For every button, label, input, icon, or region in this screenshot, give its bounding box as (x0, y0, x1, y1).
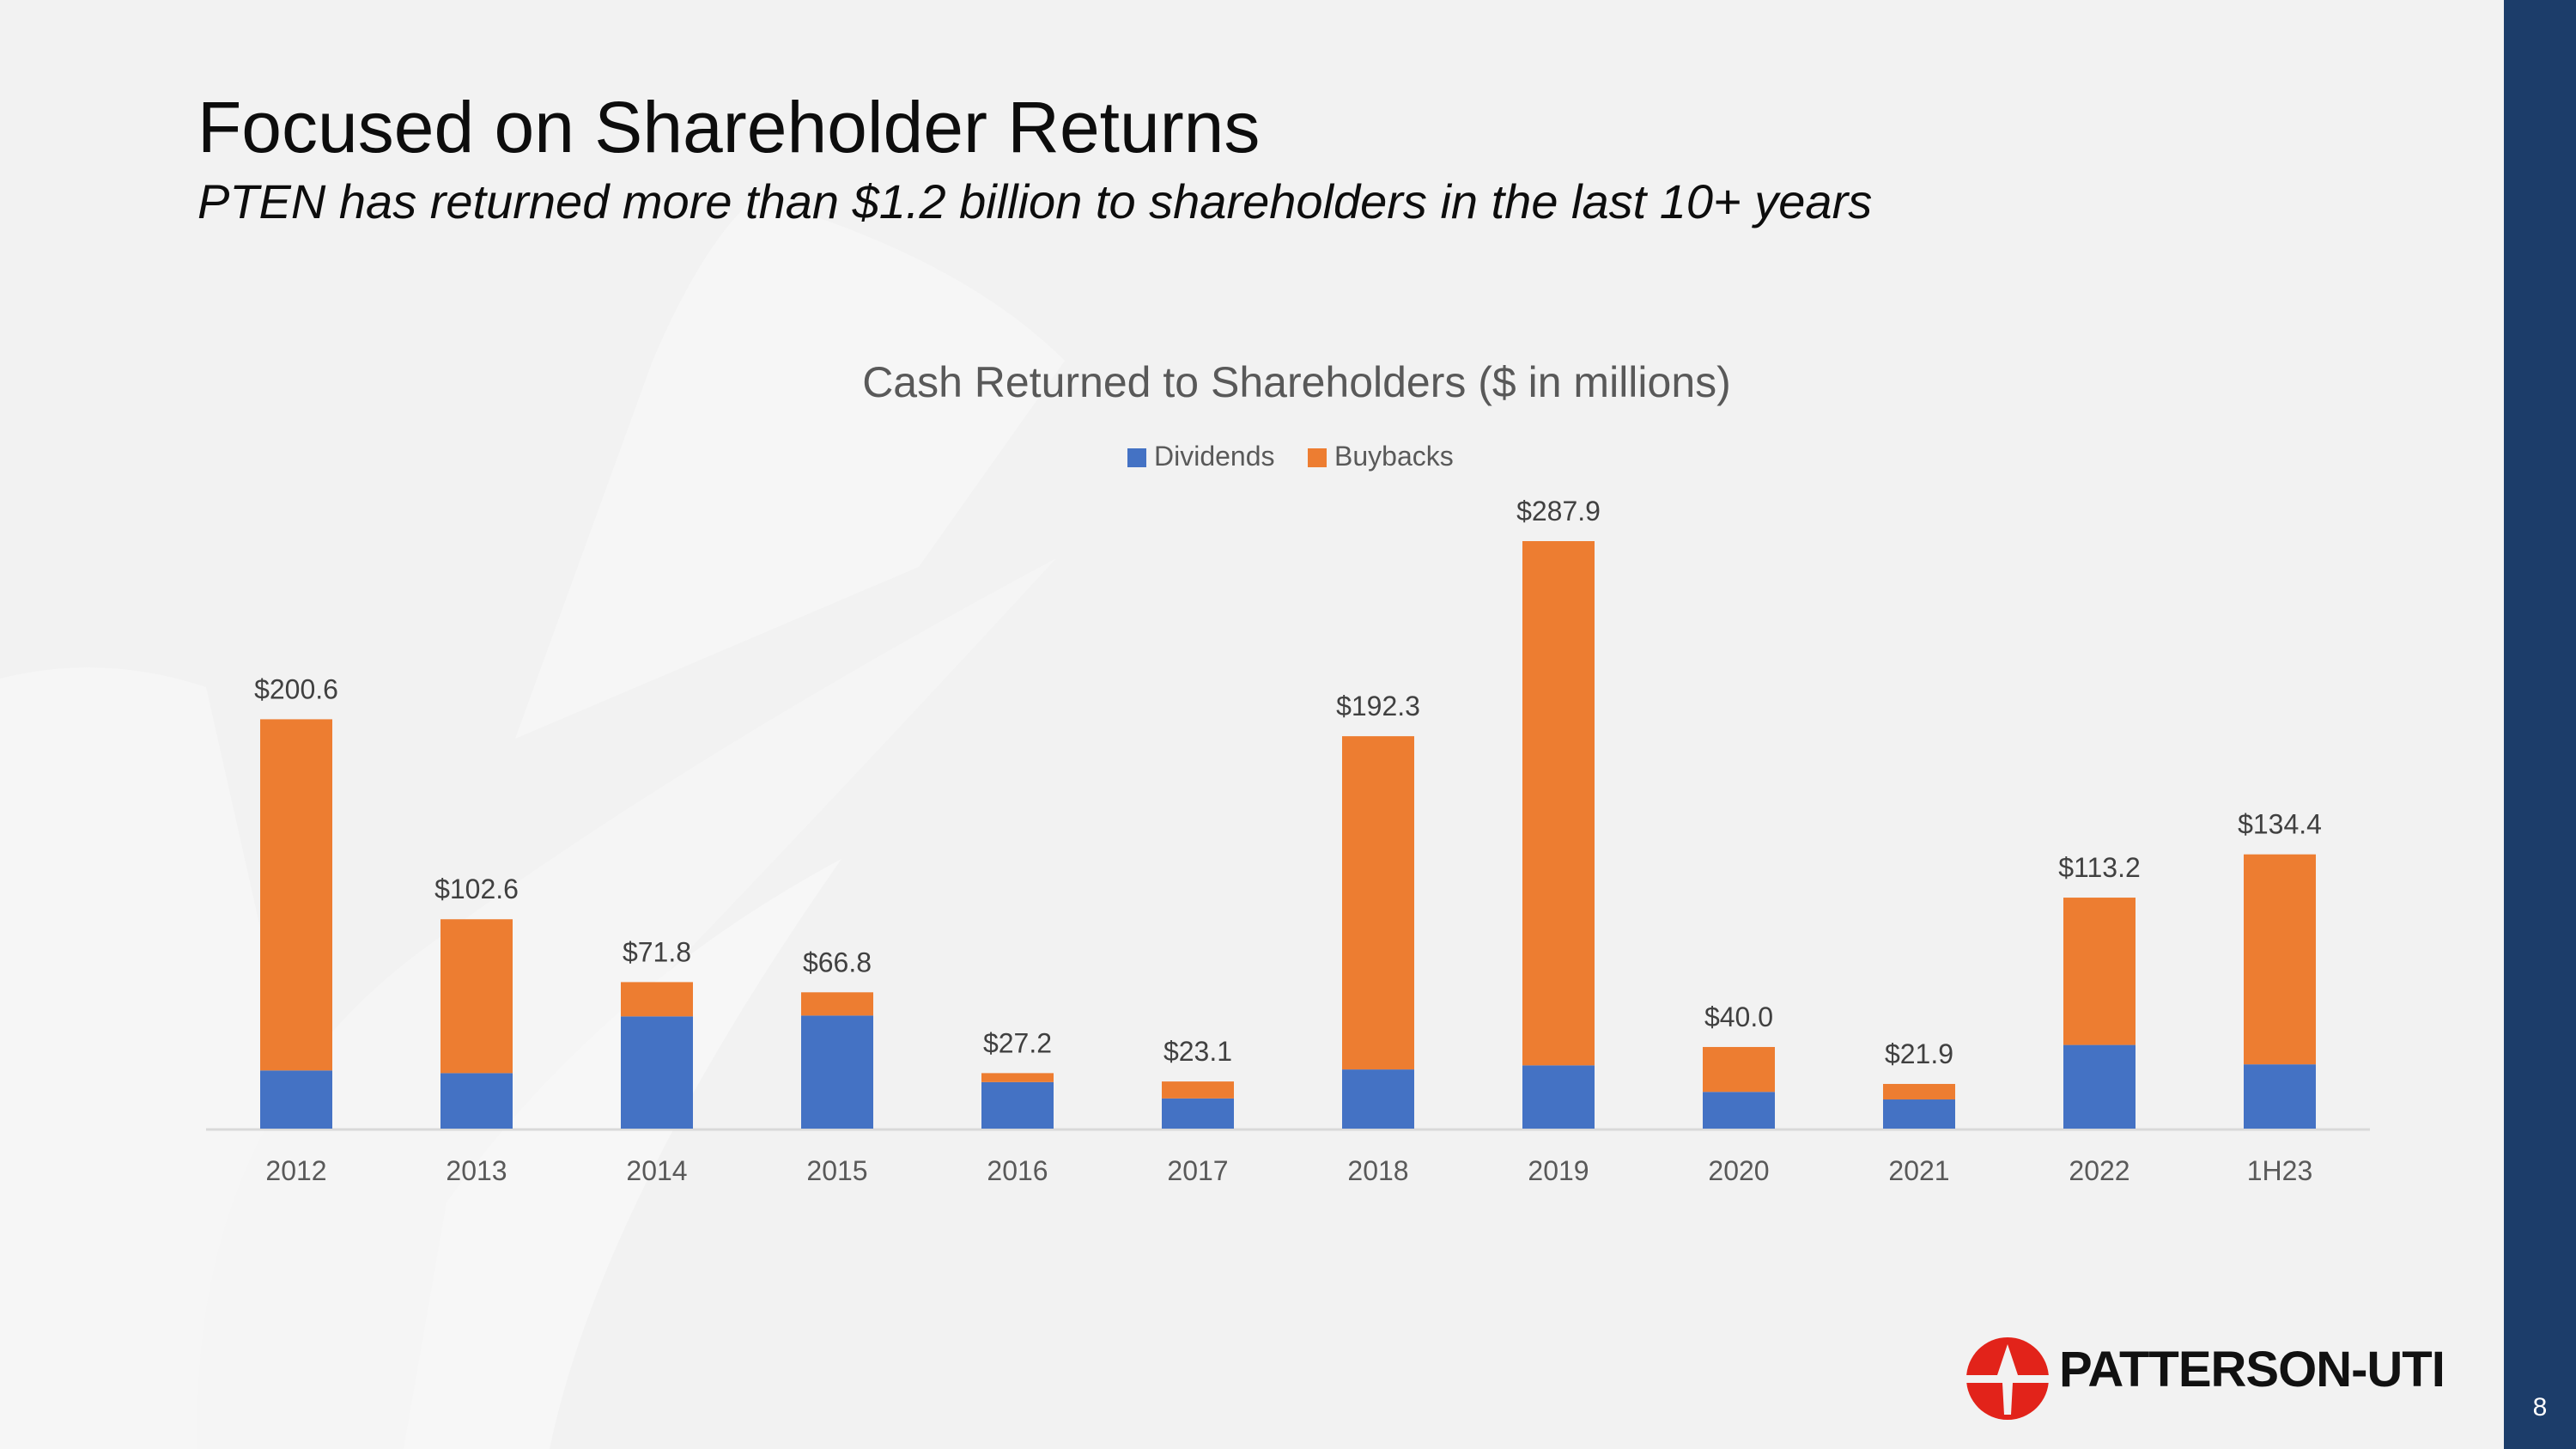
x-tick-label-2012: 2012 (265, 1155, 326, 1186)
data-label-2013: $102.6 (434, 874, 519, 904)
bar-buybacks-2018 (1342, 736, 1414, 1070)
bar-dividends-2021 (1883, 1099, 1955, 1129)
chart-title: Cash Returned to Shareholders ($ in mill… (862, 358, 1731, 406)
data-label-2021: $21.9 (1885, 1038, 1953, 1069)
data-label-2014: $71.8 (623, 936, 691, 967)
chart-legend: Dividends Buybacks (1127, 441, 1454, 472)
legend-label-buybacks: Buybacks (1334, 441, 1454, 472)
x-tick-label-2015: 2015 (806, 1155, 867, 1186)
data-label-2019: $287.9 (1516, 496, 1601, 527)
x-tick-label-2020: 2020 (1708, 1155, 1769, 1186)
data-label-2017: $23.1 (1163, 1036, 1232, 1067)
bar-dividends-2018 (1342, 1069, 1414, 1129)
bar-buybacks-1h23 (2244, 854, 2316, 1065)
slide-title: Focused on Shareholder Returns (197, 87, 1261, 167)
bar-buybacks-2013 (440, 919, 513, 1074)
data-label-2015: $66.8 (803, 947, 872, 977)
bar-buybacks-2021 (1883, 1083, 1955, 1100)
bar-buybacks-2017 (1162, 1081, 1234, 1099)
bars-group (260, 541, 2316, 1129)
x-tick-label-2022: 2022 (2069, 1155, 2129, 1186)
legend-swatch-buybacks (1308, 448, 1327, 467)
bar-buybacks-2019 (1522, 541, 1595, 1066)
x-tick-label-2018: 2018 (1347, 1155, 1408, 1186)
patterson-uti-logo: PATTERSON-UTI (1965, 1336, 2445, 1422)
logo-text: PATTERSON-UTI (2059, 1342, 2445, 1397)
labels-group: $200.6 2012 $102.6 2013 $71.8 2014 $66.8 2015 $2… (254, 496, 2322, 1186)
bar-dividends-2017 (1162, 1098, 1234, 1129)
bar-dividends-2015 (801, 1015, 873, 1129)
legend-swatch-dividends (1127, 448, 1146, 467)
x-tick-label-2016: 2016 (987, 1155, 1048, 1186)
bar-dividends-2022 (2063, 1044, 2136, 1129)
bar-dividends-2019 (1522, 1065, 1595, 1129)
bar-buybacks-2016 (981, 1073, 1054, 1082)
data-label-2012: $200.6 (254, 673, 338, 704)
page-number: 8 (2532, 1393, 2548, 1422)
data-label-1h23: $134.4 (2238, 809, 2322, 840)
bar-dividends-1h23 (2244, 1064, 2316, 1129)
x-tick-label-1h23: 1H23 (2247, 1155, 2313, 1186)
logo-mark-icon (1965, 1337, 2050, 1420)
slide-subtitle: PTEN has returned more than $1.2 billion… (197, 174, 1873, 228)
x-tick-label-2017: 2017 (1167, 1155, 1228, 1186)
data-label-2016: $27.2 (983, 1027, 1052, 1058)
bar-buybacks-2022 (2063, 898, 2136, 1045)
bar-buybacks-2020 (1703, 1046, 1775, 1093)
x-tick-label-2021: 2021 (1888, 1155, 1949, 1186)
x-tick-label-2013: 2013 (446, 1155, 507, 1186)
data-label-2020: $40.0 (1704, 1002, 1773, 1032)
data-label-2022: $113.2 (2058, 852, 2141, 883)
bar-buybacks-2015 (801, 992, 873, 1016)
data-label-2018: $192.3 (1336, 691, 1420, 721)
bar-buybacks-2014 (621, 982, 693, 1017)
bar-dividends-2012 (260, 1070, 332, 1129)
bar-dividends-2014 (621, 1016, 693, 1129)
bar-dividends-2020 (1703, 1092, 1775, 1129)
bar-dividends-2013 (440, 1073, 513, 1129)
x-tick-label-2014: 2014 (626, 1155, 687, 1186)
bar-buybacks-2012 (260, 719, 332, 1071)
bar-dividends-2016 (981, 1081, 1054, 1129)
side-accent-bar (2504, 0, 2576, 1449)
x-tick-label-2019: 2019 (1528, 1155, 1589, 1186)
legend-label-dividends: Dividends (1154, 441, 1275, 472)
